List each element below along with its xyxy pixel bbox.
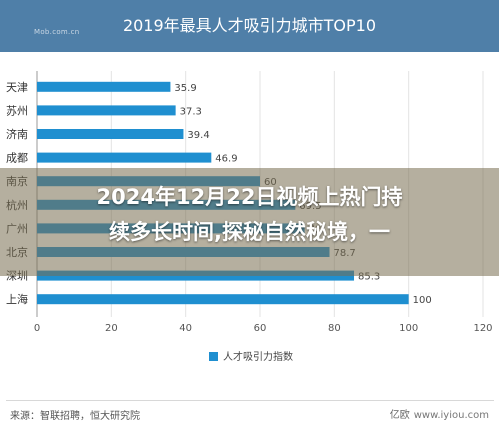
data-label: 37.3	[180, 106, 202, 117]
category-label: 天津	[6, 81, 28, 94]
category-label: 济南	[6, 127, 28, 141]
bar	[37, 152, 212, 163]
footer-divider	[6, 400, 494, 401]
chart-title: 2019年最具人才吸引力城市TOP10	[122, 16, 377, 35]
watermark-url: www.iyiou.com	[413, 410, 489, 421]
category-label: 成都	[6, 152, 28, 165]
brand-logo: Mob.com.cn	[34, 28, 80, 36]
x-tick-label: 100	[399, 323, 418, 334]
watermark-brand: 亿欧	[389, 410, 410, 421]
bar	[37, 129, 184, 139]
legend-swatch	[209, 352, 218, 361]
category-label: 上海	[6, 292, 28, 306]
overlay-band	[0, 168, 499, 276]
category-label: 苏州	[6, 104, 28, 117]
chart-header: Mob.com.cn 2019年最具人才吸引力城市TOP10	[0, 0, 499, 52]
source-note: 来源：智联招聘，恒大研究院	[10, 411, 140, 422]
data-label: 100	[413, 295, 432, 306]
bar	[37, 81, 171, 92]
legend-label: 人才吸引力指数	[223, 350, 293, 363]
bar	[37, 105, 176, 116]
data-label: 46.9	[215, 154, 237, 165]
data-label: 35.9	[174, 83, 196, 94]
overlay-headline: 2024年12月22日视频上热门持 续多长时间,探秘自然秘境，一	[0, 180, 499, 250]
bar	[37, 294, 409, 305]
overlay-line-2: 续多长时间,探秘自然秘境，一	[109, 220, 390, 244]
overlay-line-1: 2024年12月22日视频上热门持	[96, 185, 403, 209]
watermark: 亿欧 www.iyiou.com	[390, 406, 489, 421]
x-tick-label: 80	[328, 323, 341, 334]
x-tick-label: 60	[254, 323, 267, 334]
data-label: 39.4	[187, 130, 209, 141]
x-tick-label: 40	[179, 323, 192, 334]
data-label: 85.3	[358, 272, 380, 283]
x-tick-label: 0	[34, 323, 40, 334]
x-tick-label: 20	[105, 323, 118, 334]
x-tick-label: 120	[473, 323, 492, 334]
